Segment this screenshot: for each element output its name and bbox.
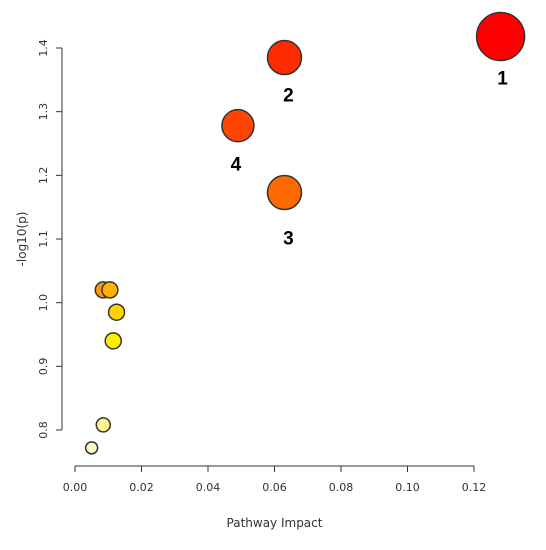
- data-point: [475, 11, 526, 62]
- y-tick-label: 1.0: [37, 294, 50, 312]
- x-axis-title: Pathway Impact: [227, 516, 323, 530]
- point-label: 3: [283, 229, 294, 250]
- data-point: [95, 417, 112, 433]
- x-tick-label: 0.04: [196, 481, 221, 494]
- axes: [61, 48, 474, 467]
- point-label: 2: [283, 86, 294, 107]
- y-ticks: 0.8 0.9 1.0 1.1 1.2 1.3 1.4: [37, 39, 62, 439]
- data-point: [101, 281, 119, 299]
- y-tick-label: 0.8: [37, 421, 50, 439]
- data-point: [107, 303, 126, 321]
- point-label: 4: [231, 155, 242, 176]
- y-tick-label: 1.1: [37, 230, 50, 248]
- y-tick-label: 1.2: [37, 167, 50, 185]
- x-tick-label: 0.06: [262, 481, 287, 494]
- data-point: [266, 39, 303, 76]
- y-tick-label: 0.9: [37, 358, 50, 376]
- y-tick-label: 1.4: [37, 39, 50, 57]
- x-ticks: 0.00 0.02 0.04 0.06 0.08 0.10 0.12: [63, 466, 487, 494]
- data-point: [104, 332, 122, 350]
- y-tick-label: 1.3: [37, 103, 50, 121]
- point-annotations: 1 2 3 4: [231, 69, 509, 250]
- x-tick-label: 0.00: [63, 481, 88, 494]
- point-label: 1: [497, 69, 508, 90]
- data-point: [221, 108, 255, 143]
- x-tick-label: 0.08: [329, 481, 354, 494]
- data-point: [266, 174, 303, 211]
- y-axis-title: -log10(p): [15, 212, 29, 267]
- x-tick-label: 0.02: [129, 481, 154, 494]
- x-tick-label: 0.10: [395, 481, 420, 494]
- data-points: [84, 11, 526, 455]
- data-point: [84, 441, 99, 455]
- x-tick-label: 0.12: [462, 481, 487, 494]
